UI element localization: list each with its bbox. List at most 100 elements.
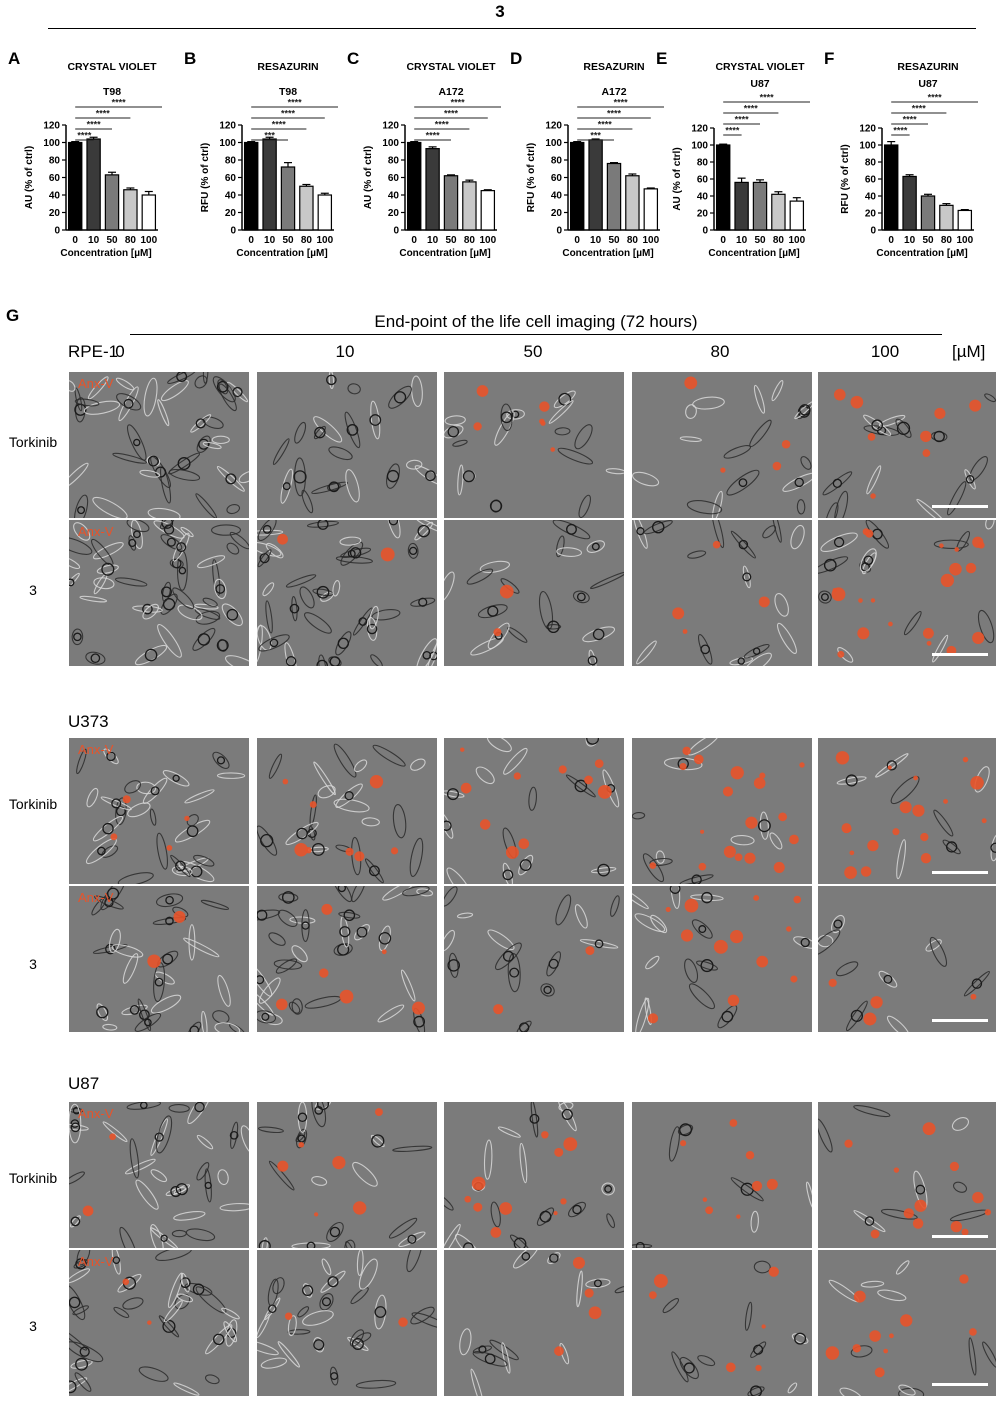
significance-stars: **** <box>725 126 740 136</box>
y-axis-label: RFU (% of ctrl) <box>200 143 211 212</box>
y-tick-label: 40 <box>697 192 709 203</box>
assay-title: CRYSTAL VIOLET <box>67 61 157 73</box>
panel-label: C <box>347 49 359 68</box>
y-tick-label: 20 <box>388 208 400 219</box>
x-tick-label: 0 <box>574 235 580 246</box>
cell-texture <box>69 372 249 518</box>
y-tick-label: 80 <box>697 158 709 169</box>
cell-texture <box>632 1119 812 1248</box>
x-tick-label: 50 <box>922 235 934 246</box>
x-tick-label: 0 <box>248 235 254 246</box>
cell-texture <box>818 1105 992 1239</box>
bar-100 <box>317 194 333 231</box>
conc-unit: [µM] <box>952 342 986 361</box>
cell-texture <box>257 520 437 666</box>
y-tick-label: 100 <box>859 141 876 152</box>
microscopy-image: Anx-V <box>69 372 249 518</box>
bar-0 <box>569 141 585 231</box>
y-tick-label: 60 <box>865 175 877 186</box>
bar-100 <box>789 200 805 231</box>
y-tick-label: 0 <box>870 226 876 237</box>
cell-texture <box>444 520 624 666</box>
panel-label-g: G <box>6 306 20 325</box>
y-axis-label: RFU (% of ctrl) <box>526 143 537 212</box>
row-label-u373-torkinib: Torkinib <box>8 796 58 812</box>
y-axis-label: AU (% of ctrl) <box>363 146 374 209</box>
y-tick-label: 0 <box>702 226 708 237</box>
y-tick-label: 80 <box>865 158 877 169</box>
bar-80 <box>771 193 786 231</box>
row-label-u87-3: 3 <box>29 1318 37 1334</box>
x-tick-label: 80 <box>301 235 313 246</box>
microscopy-image: Anx-V <box>69 1102 249 1248</box>
y-tick-label: 100 <box>382 138 399 149</box>
significance-stars: **** <box>288 98 303 108</box>
bar-80 <box>299 185 314 231</box>
conc-header-100: 100 <box>870 342 900 361</box>
cell-texture <box>825 1260 996 1396</box>
x-tick-label: 10 <box>264 235 276 246</box>
scale-bar <box>932 1383 988 1386</box>
cell-texture <box>69 1250 240 1396</box>
y-tick-label: 60 <box>49 173 61 184</box>
y-tick-label: 120 <box>219 121 236 132</box>
annexin-label: Anx-V <box>78 890 114 905</box>
x-axis-label: Concentration [µM] <box>876 248 967 259</box>
microscopy-image <box>818 372 996 518</box>
annexin-label: Anx-V <box>78 524 114 539</box>
y-tick-label: 40 <box>865 192 877 203</box>
y-tick-label: 40 <box>388 191 400 202</box>
significance-stars: **** <box>426 131 441 141</box>
x-tick-label: 10 <box>88 235 100 246</box>
microscopy-image <box>632 886 812 1032</box>
bar-50 <box>606 162 622 231</box>
cell-texture <box>69 1102 249 1248</box>
cell-texture <box>272 372 437 514</box>
significance-stars: **** <box>444 109 459 119</box>
y-tick-label: 40 <box>49 191 61 202</box>
cell-texture <box>632 376 812 518</box>
cell-texture <box>632 738 805 884</box>
y-tick-label: 60 <box>697 175 709 186</box>
row-label-rpe1-torkinib: Torkinib <box>8 434 58 450</box>
significance-stars: **** <box>96 109 111 119</box>
x-tick-label: 100 <box>956 235 973 246</box>
x-tick-label: 80 <box>125 235 137 246</box>
bar-80 <box>123 189 138 231</box>
y-tick-label: 120 <box>859 124 876 135</box>
microscopy-image <box>632 1250 812 1396</box>
x-tick-label: 10 <box>590 235 602 246</box>
x-tick-label: 100 <box>316 235 333 246</box>
cell-line-title: U87 <box>918 78 937 90</box>
significance-stars: **** <box>77 131 92 141</box>
panel-label: A <box>8 49 20 68</box>
microscopy-image <box>632 520 812 666</box>
microscopy-image <box>257 886 437 1032</box>
microscopy-image <box>818 1250 996 1396</box>
y-tick-label: 0 <box>230 226 236 237</box>
microscopy-image: Anx-V <box>69 886 249 1032</box>
x-tick-label: 0 <box>720 235 726 246</box>
bar-0 <box>715 144 731 231</box>
cell-texture <box>257 1102 433 1248</box>
conc-header-50: 50 <box>523 342 543 361</box>
cell-line-title: A172 <box>601 86 626 98</box>
cell-texture <box>632 886 812 1032</box>
y-tick-label: 80 <box>551 156 563 167</box>
cell-texture <box>69 520 249 666</box>
x-tick-label: 0 <box>411 235 417 246</box>
y-axis-label: AU (% of ctrl) <box>672 147 683 210</box>
cell-line-title: T98 <box>103 86 121 98</box>
conc-header-0: 0 <box>115 342 125 361</box>
significance-stars: **** <box>893 126 908 136</box>
significance-stars: **** <box>112 98 127 108</box>
y-tick-label: 0 <box>556 226 562 237</box>
bar-50 <box>443 175 459 231</box>
significance-stars: **** <box>903 115 918 125</box>
microscopy-image <box>632 1102 812 1248</box>
y-tick-label: 80 <box>388 156 400 167</box>
y-tick-label: 120 <box>382 121 399 132</box>
significance-stars: **** <box>281 109 296 119</box>
x-tick-label: 0 <box>888 235 894 246</box>
